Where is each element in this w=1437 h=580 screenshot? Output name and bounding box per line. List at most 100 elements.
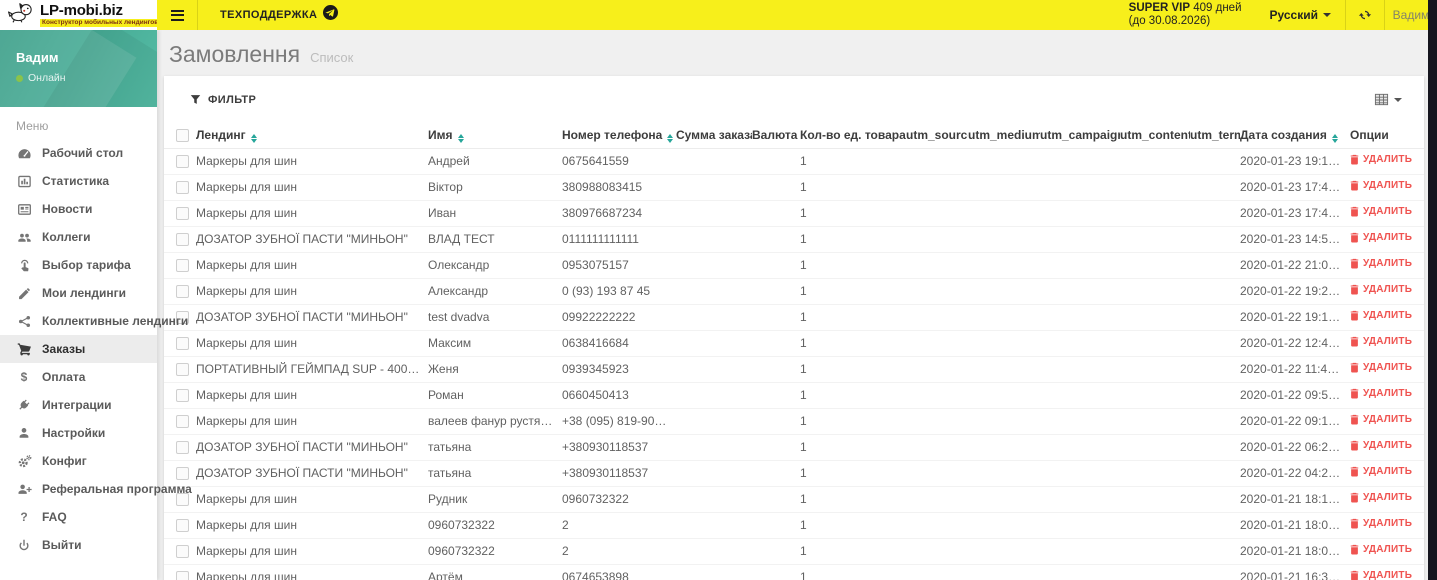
cell-utm-medium: [968, 226, 1040, 253]
sidebar-item-tariff[interactable]: Выбор тарифа: [0, 251, 157, 279]
cell-name: Женя: [428, 356, 562, 383]
cell-utm-term: [1190, 382, 1240, 409]
row-checkbox[interactable]: [176, 259, 189, 273]
cell-phone: 0660450413: [562, 382, 676, 409]
row-checkbox[interactable]: [176, 571, 189, 580]
cell-qty: 1: [800, 330, 906, 357]
cell-landing: ДОЗАТОР ЗУБНОЇ ПАСТИ "МИНЬОН": [196, 304, 428, 331]
sidebar-item-integrations[interactable]: Интеграции: [0, 391, 157, 419]
row-checkbox[interactable]: [176, 155, 189, 169]
row-checkbox[interactable]: [176, 441, 189, 455]
user-menu[interactable]: Вадим: [1385, 0, 1437, 30]
row-checkbox[interactable]: [176, 285, 189, 299]
delete-button[interactable]: УДАЛИТЬ: [1350, 310, 1412, 321]
cell-utm-source: [906, 434, 968, 461]
sidebar-item-referral[interactable]: Реферальная программа: [0, 475, 192, 503]
sidebar-item-colleagues[interactable]: Коллеги: [0, 223, 157, 251]
delete-button[interactable]: УДАЛИТЬ: [1350, 388, 1412, 399]
cell-created: 2020-01-23 17:41:43: [1240, 200, 1350, 227]
column-label: Опции: [1350, 128, 1389, 143]
delete-button[interactable]: УДАЛИТЬ: [1350, 154, 1412, 165]
logo[interactable]: LP-mobi.biz Конструктор мобильных лендин…: [0, 0, 161, 30]
cell-landing: ДОЗАТОР ЗУБНОЇ ПАСТИ "МИНЬОН": [196, 226, 428, 253]
sidebar-item-statistics[interactable]: Статистика: [0, 167, 157, 195]
filter-button[interactable]: ФИЛЬТР: [190, 94, 256, 106]
delete-button[interactable]: УДАЛИТЬ: [1350, 544, 1412, 555]
sidebar-item-my-landings[interactable]: Мои лендинги: [0, 279, 157, 307]
page-subtitle: Список: [310, 50, 354, 65]
delete-button[interactable]: УДАЛИТЬ: [1350, 362, 1412, 373]
hamburger-menu-icon[interactable]: [157, 0, 197, 30]
row-checkbox[interactable]: [176, 207, 189, 221]
row-checkbox[interactable]: [176, 181, 189, 195]
cell-currency: [752, 460, 800, 487]
sidebar-item-news[interactable]: Новости: [0, 195, 157, 223]
column-header-phone[interactable]: Номер телефона: [562, 123, 676, 149]
column-visibility-button[interactable]: [1374, 92, 1402, 107]
delete-button[interactable]: УДАЛИТЬ: [1350, 518, 1412, 529]
sort-icon[interactable]: [667, 133, 674, 143]
language-dropdown[interactable]: Русский: [1256, 0, 1346, 30]
cell-name: татьяна: [428, 460, 562, 487]
row-checkbox[interactable]: [176, 311, 189, 325]
row-checkbox[interactable]: [176, 545, 189, 559]
delete-button[interactable]: УДАЛИТЬ: [1350, 440, 1412, 451]
row-checkbox[interactable]: [176, 493, 189, 507]
cell-qty: 1: [800, 174, 906, 201]
row-checkbox[interactable]: [176, 337, 189, 351]
delete-button[interactable]: УДАЛИТЬ: [1350, 206, 1412, 217]
sidebar-item-orders[interactable]: Заказы: [0, 335, 157, 363]
delete-button[interactable]: УДАЛИТЬ: [1350, 336, 1412, 347]
delete-button[interactable]: УДАЛИТЬ: [1350, 232, 1412, 243]
cell-order-sum: [676, 174, 752, 201]
delete-button[interactable]: УДАЛИТЬ: [1350, 258, 1412, 269]
delete-label: УДАЛИТЬ: [1363, 284, 1413, 295]
cell-qty: 1: [800, 382, 906, 409]
row-checkbox[interactable]: [176, 415, 189, 429]
delete-button[interactable]: УДАЛИТЬ: [1350, 570, 1412, 580]
delete-button[interactable]: УДАЛИТЬ: [1350, 492, 1412, 503]
sidebar-item-payment[interactable]: $ Оплата: [0, 363, 157, 391]
row-checkbox[interactable]: [176, 363, 189, 377]
table-row: ДОЗАТОР ЗУБНОЇ ПАСТИ "МИНЬОН" татьяна +3…: [164, 460, 1424, 487]
delete-label: УДАЛИТЬ: [1363, 258, 1413, 269]
sidebar-item-config[interactable]: Конфиг: [0, 447, 157, 475]
cell-utm-term: [1190, 434, 1240, 461]
row-checkbox[interactable]: [176, 467, 189, 481]
row-checkbox[interactable]: [176, 389, 189, 403]
row-checkbox[interactable]: [176, 519, 189, 533]
cell-phone: 0674653898: [562, 564, 676, 580]
sort-icon[interactable]: [250, 133, 257, 143]
cell-utm-content: [1120, 434, 1190, 461]
column-header-landing[interactable]: Лендинг: [196, 123, 428, 149]
cell-utm-source: [906, 408, 968, 435]
refresh-button[interactable]: [1346, 0, 1384, 30]
cell-currency: [752, 434, 800, 461]
column-header-utm_campaign: utm_campaign: [1040, 123, 1120, 149]
sidebar-item-collective-landings[interactable]: Коллективные лендинги: [0, 307, 188, 335]
select-all-checkbox[interactable]: [176, 129, 189, 143]
cell-qty: 1: [800, 200, 906, 227]
sidebar-item-settings[interactable]: Настройки: [0, 419, 157, 447]
cell-utm-campaign: [1040, 486, 1120, 513]
cell-utm-content: [1120, 174, 1190, 201]
delete-button[interactable]: УДАЛИТЬ: [1350, 180, 1412, 191]
scrollbar[interactable]: [1428, 0, 1437, 580]
table-row: ДОЗАТОР ЗУБНОЇ ПАСТИ "МИНЬОН" ВЛАД ТЕСТ …: [164, 226, 1424, 253]
delete-button[interactable]: УДАЛИТЬ: [1350, 284, 1412, 295]
support-link[interactable]: ТЕХПОДДЕРЖКА: [198, 0, 356, 30]
sidebar-item-faq[interactable]: ? FAQ: [0, 503, 157, 531]
row-checkbox[interactable]: [176, 233, 189, 247]
cell-name: Роман: [428, 382, 562, 409]
cell-utm-medium: [968, 460, 1040, 487]
sort-icon[interactable]: [457, 133, 464, 143]
delete-button[interactable]: УДАЛИТЬ: [1350, 466, 1412, 477]
column-header-created[interactable]: Дата создания: [1240, 123, 1350, 149]
sort-icon[interactable]: [1331, 133, 1338, 143]
sidebar-item-logout[interactable]: Выйти: [0, 531, 157, 559]
delete-button[interactable]: УДАЛИТЬ: [1350, 414, 1412, 425]
colleagues-icon: [16, 229, 32, 245]
column-header-name[interactable]: Имя: [428, 123, 562, 149]
cell-utm-term: [1190, 330, 1240, 357]
sidebar-item-dashboard[interactable]: Рабочий стол: [0, 139, 157, 167]
